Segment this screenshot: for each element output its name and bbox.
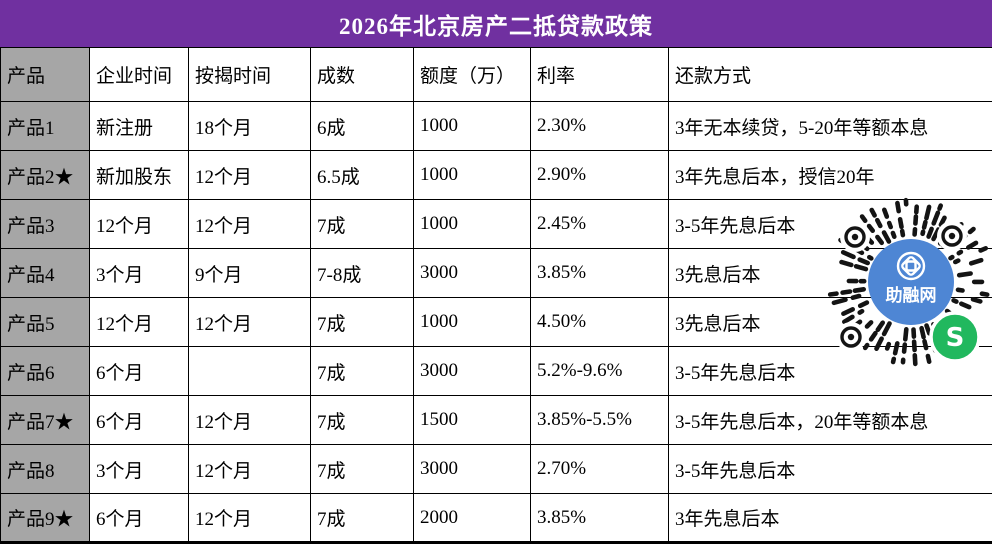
ratio-cell: 7成 (310, 346, 414, 396)
quota-cell: 1000 (413, 199, 531, 249)
table-row: 产品1 新注册 18个月 6成 1000 2.30% 3年无本续贷，5-20年等… (0, 101, 992, 151)
quota-cell: 3000 (413, 346, 531, 396)
table-row: 产品9★ 6个月 12个月 7成 2000 3.85% 3年先息后本 (0, 493, 992, 543)
ratio-cell: 6成 (310, 101, 414, 151)
ratio-cell: 7成 (310, 395, 414, 445)
quota-cell: 3000 (413, 248, 531, 298)
quota-cell: 1000 (413, 297, 531, 347)
enterprise-time-cell: 新加股东 (89, 150, 189, 200)
col-header-quota: 额度（万） (413, 47, 531, 102)
enterprise-time-cell: 6个月 (89, 395, 189, 445)
enterprise-time-cell: 3个月 (89, 444, 189, 494)
rate-cell: 3.85% (530, 493, 669, 543)
ratio-cell: 7-8成 (310, 248, 414, 298)
table-row: 产品8 3个月 12个月 7成 3000 2.70% 3-5年先息后本 (0, 444, 992, 494)
table-row: 产品2★ 新加股东 12个月 6.5成 1000 2.90% 3年先息后本，授信… (0, 150, 992, 200)
ratio-cell: 7成 (310, 199, 414, 249)
repayment-cell: 3-5年先息后本，20年等额本息 (668, 395, 992, 445)
rate-cell: 5.2%-9.6% (530, 346, 669, 396)
mortgage-time-cell: 12个月 (188, 199, 311, 249)
mortgage-time-cell: 18个月 (188, 101, 311, 151)
table-row: 产品7★ 6个月 12个月 7成 1500 3.85%-5.5% 3-5年先息后… (0, 395, 992, 445)
product-cell: 产品6 (0, 346, 90, 396)
table-row: 产品3 12个月 12个月 7成 1000 2.45% 3-5年先息后本 (0, 199, 992, 249)
repayment-cell: 3年先息后本，授信20年 (668, 150, 992, 200)
col-header-repayment: 还款方式 (668, 47, 992, 102)
page-title: 2026年北京房产二抵贷款政策 (0, 0, 992, 47)
repayment-cell: 3-5年先息后本 (668, 346, 992, 396)
table-row: 产品4 3个月 9个月 7-8成 3000 3.85% 3先息后本 (0, 248, 992, 298)
enterprise-time-cell: 6个月 (89, 346, 189, 396)
header-row: 产品 企业时间 按揭时间 成数 额度（万） 利率 还款方式 (0, 47, 992, 102)
product-cell: 产品2★ (0, 150, 90, 200)
rate-cell: 3.85%-5.5% (530, 395, 669, 445)
quota-cell: 2000 (413, 493, 531, 543)
product-cell: 产品3 (0, 199, 90, 249)
quota-cell: 1500 (413, 395, 531, 445)
ratio-cell: 7成 (310, 493, 414, 543)
rate-cell: 2.90% (530, 150, 669, 200)
product-cell: 产品5 (0, 297, 90, 347)
product-cell: 产品4 (0, 248, 90, 298)
loan-policy-table: 产品 企业时间 按揭时间 成数 额度（万） 利率 还款方式 产品1 新注册 18… (0, 47, 992, 544)
quota-cell: 1000 (413, 101, 531, 151)
ratio-cell: 6.5成 (310, 150, 414, 200)
col-header-product: 产品 (0, 47, 90, 102)
repayment-cell: 3年先息后本 (668, 493, 992, 543)
product-cell: 产品8 (0, 444, 90, 494)
enterprise-time-cell: 新注册 (89, 101, 189, 151)
rate-cell: 2.70% (530, 444, 669, 494)
enterprise-time-cell: 12个月 (89, 297, 189, 347)
table-row: 产品6 6个月 7成 3000 5.2%-9.6% 3-5年先息后本 (0, 346, 992, 396)
rate-cell: 2.30% (530, 101, 669, 151)
mortgage-time-cell: 12个月 (188, 493, 311, 543)
repayment-cell: 3先息后本 (668, 297, 992, 347)
mortgage-time-cell: 12个月 (188, 150, 311, 200)
mortgage-time-cell: 9个月 (188, 248, 311, 298)
mortgage-time-cell (188, 346, 311, 396)
repayment-cell: 3先息后本 (668, 248, 992, 298)
enterprise-time-cell: 3个月 (89, 248, 189, 298)
quota-cell: 1000 (413, 150, 531, 200)
col-header-ratio: 成数 (310, 47, 414, 102)
rate-cell: 4.50% (530, 297, 669, 347)
col-header-mortgage-time: 按揭时间 (188, 47, 311, 102)
repayment-cell: 3年无本续贷，5-20年等额本息 (668, 101, 992, 151)
col-header-enterprise-time: 企业时间 (89, 47, 189, 102)
repayment-cell: 3-5年先息后本 (668, 444, 992, 494)
product-cell: 产品1 (0, 101, 90, 151)
quota-cell: 3000 (413, 444, 531, 494)
product-cell: 产品7★ (0, 395, 90, 445)
col-header-rate: 利率 (530, 47, 669, 102)
ratio-cell: 7成 (310, 297, 414, 347)
product-cell: 产品9★ (0, 493, 90, 543)
mortgage-time-cell: 12个月 (188, 297, 311, 347)
table-row: 产品5 12个月 12个月 7成 1000 4.50% 3先息后本 (0, 297, 992, 347)
enterprise-time-cell: 12个月 (89, 199, 189, 249)
ratio-cell: 7成 (310, 444, 414, 494)
rate-cell: 3.85% (530, 248, 669, 298)
rate-cell: 2.45% (530, 199, 669, 249)
repayment-cell: 3-5年先息后本 (668, 199, 992, 249)
mortgage-time-cell: 12个月 (188, 395, 311, 445)
enterprise-time-cell: 6个月 (89, 493, 189, 543)
mortgage-time-cell: 12个月 (188, 444, 311, 494)
